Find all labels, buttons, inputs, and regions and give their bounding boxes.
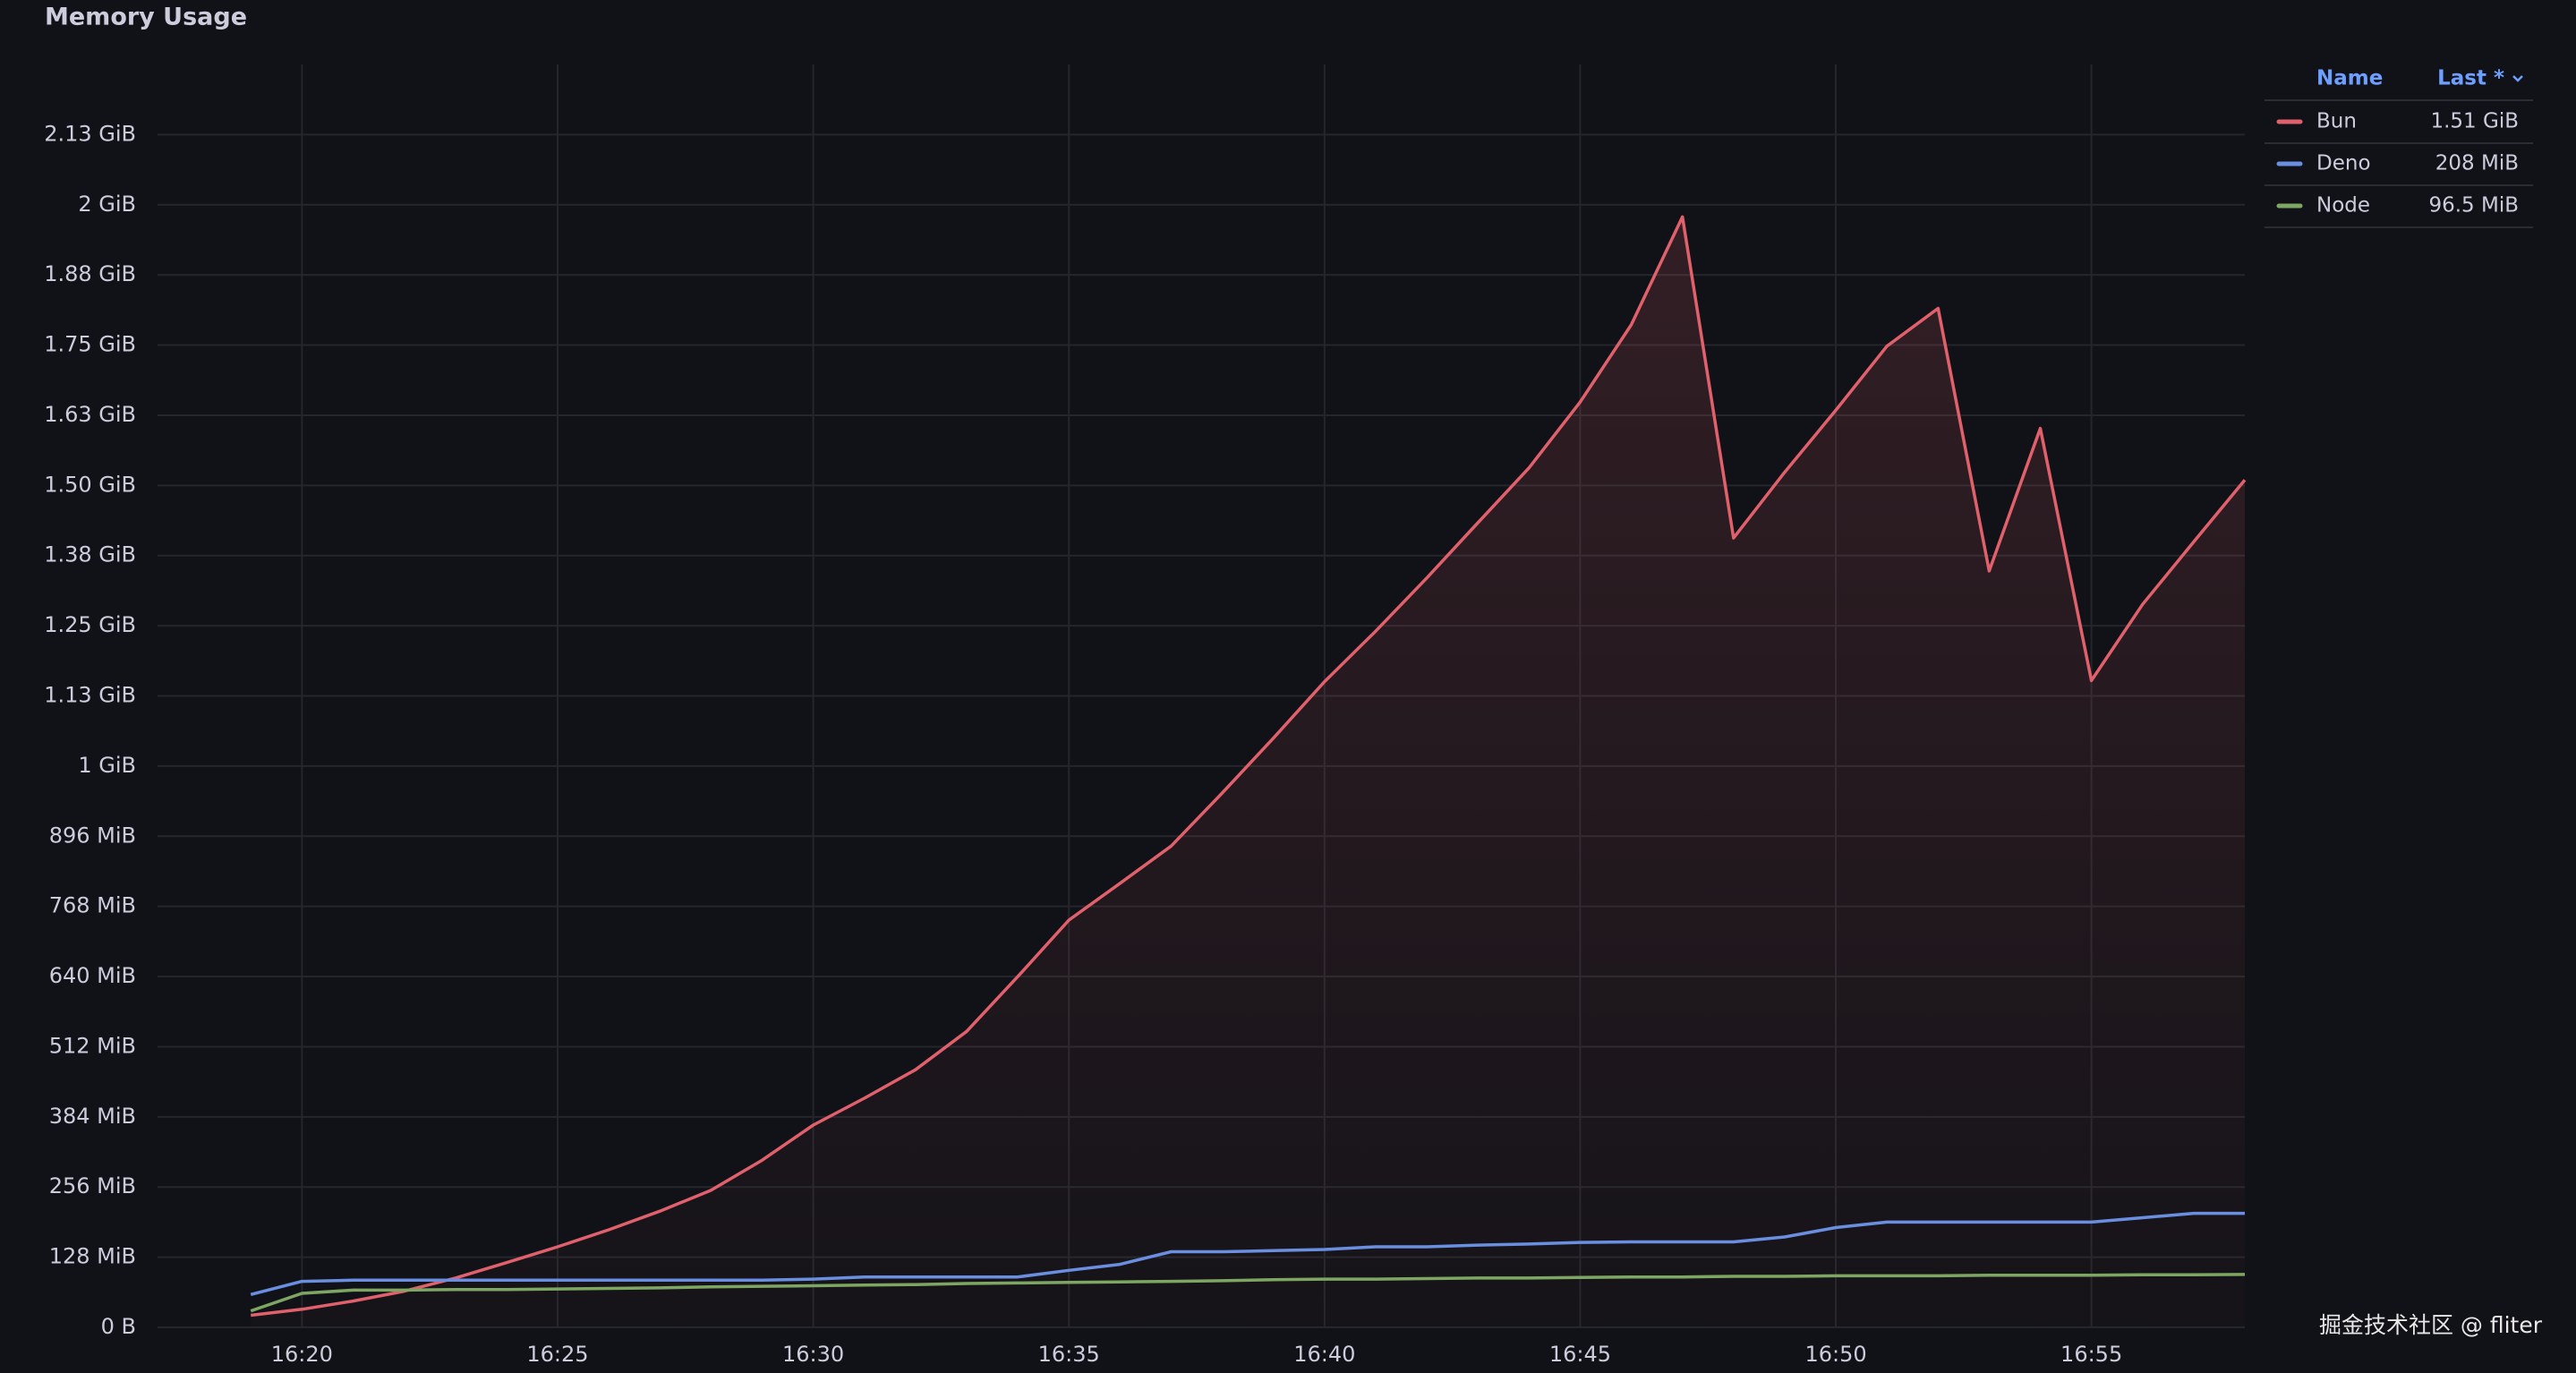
legend-label[interactable]: Node [2316, 194, 2370, 217]
y-tick-label: 512 MiB [49, 1033, 136, 1058]
y-tick-label: 2.13 GiB [44, 121, 136, 146]
watermark: 掘金技术社区 @ fliter [2319, 1312, 2543, 1338]
legend-label[interactable]: Deno [2316, 152, 2371, 175]
x-tick-label: 16:35 [1038, 1342, 1100, 1367]
chart-title: Memory Usage [45, 4, 247, 31]
x-tick-label: 16:30 [782, 1342, 844, 1367]
y-tick-label: 1.25 GiB [44, 612, 136, 637]
series-line [250, 1273, 2246, 1313]
series-line [250, 1211, 2245, 1296]
y-tick-label: 1.13 GiB [44, 683, 136, 708]
area-fill [251, 217, 2246, 1327]
x-tick-label: 16:20 [271, 1342, 333, 1367]
y-tick-label: 128 MiB [49, 1244, 136, 1269]
legend-label[interactable]: Bun [2316, 110, 2357, 133]
x-tick-label: 16:55 [2060, 1342, 2122, 1367]
sort-chevron[interactable] [2512, 75, 2523, 82]
x-tick-label: 16:45 [1549, 1342, 1611, 1367]
y-tick-label: 256 MiB [49, 1173, 136, 1198]
y-tick-label: 1.38 GiB [44, 542, 136, 567]
legend-header: Name [2316, 67, 2383, 90]
legend-value: 208 MiB [2435, 152, 2519, 175]
y-tick-label: 384 MiB [49, 1104, 136, 1129]
y-tick-label: 1.88 GiB [44, 261, 136, 286]
y-tick-label: 1 GiB [78, 753, 136, 778]
y-tick-label: 896 MiB [49, 823, 136, 848]
series-line [250, 215, 2247, 1318]
y-tick-label: 1.63 GiB [44, 402, 136, 427]
x-tick-label: 16:25 [526, 1342, 588, 1367]
y-tick-label: 768 MiB [49, 893, 136, 918]
y-tick-label: 0 B [101, 1314, 136, 1339]
x-tick-label: 16:50 [1804, 1342, 1866, 1367]
y-tick-label: 1.50 GiB [44, 472, 136, 497]
x-tick-label: 16:40 [1293, 1342, 1355, 1367]
y-tick-label: 640 MiB [49, 963, 136, 988]
legend-value: 1.51 GiB [2430, 110, 2519, 133]
y-tick-label: 2 GiB [78, 192, 136, 217]
y-tick-label: 1.75 GiB [44, 332, 136, 357]
legend-header[interactable]: Last * [2437, 67, 2504, 90]
legend-value: 96.5 MiB [2428, 194, 2519, 217]
